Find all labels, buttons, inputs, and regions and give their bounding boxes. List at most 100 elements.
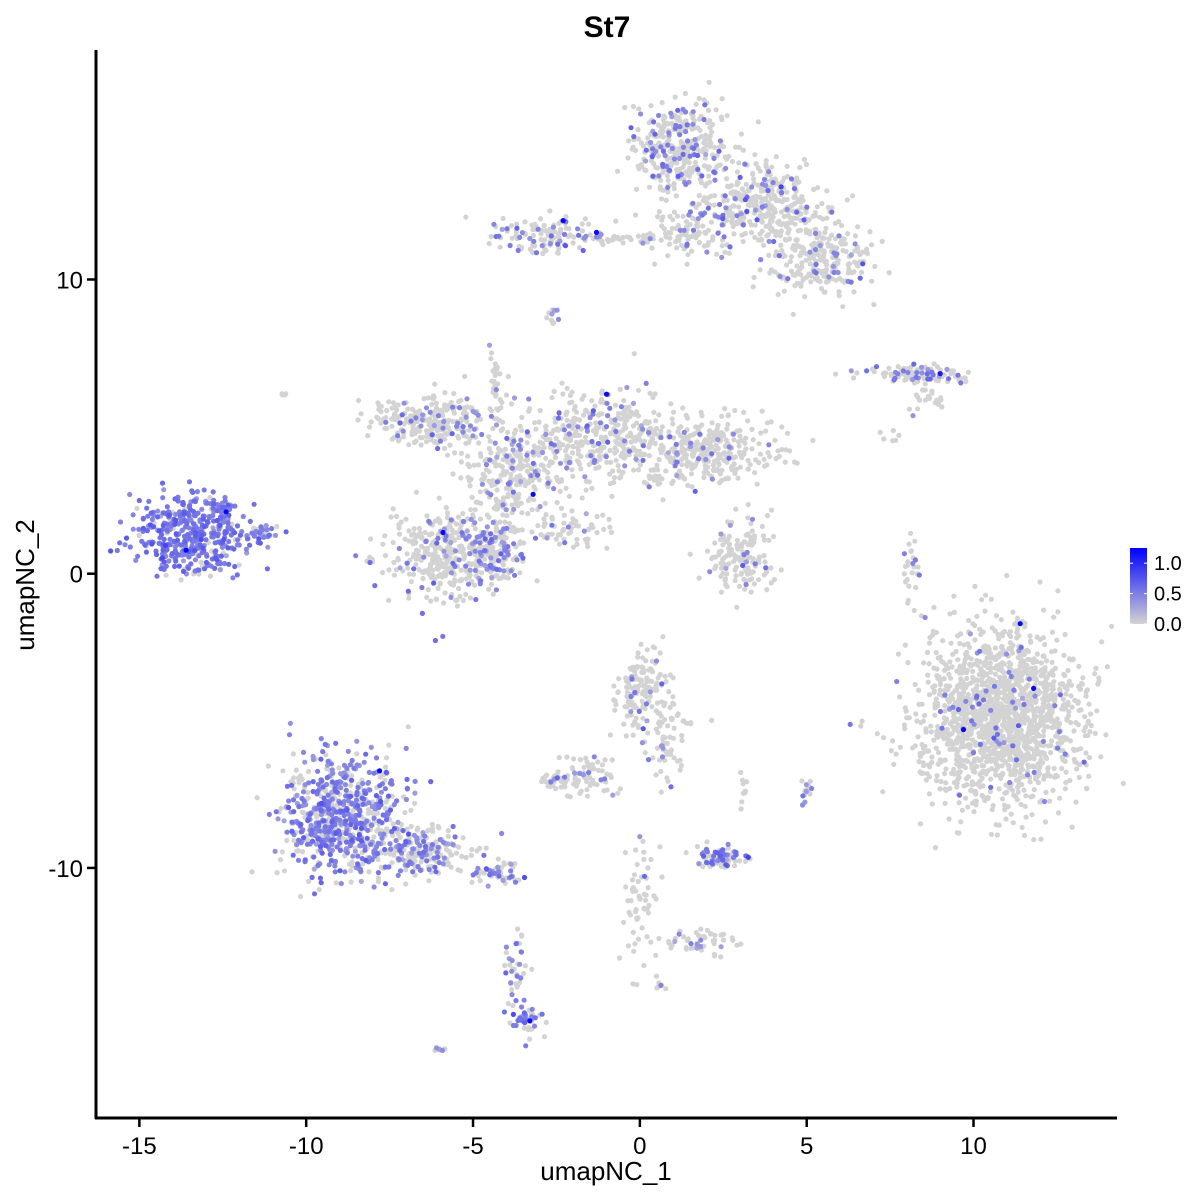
cell-point [569, 508, 575, 514]
cell-point [488, 350, 495, 356]
cell-point [474, 418, 480, 424]
cell-point [358, 411, 364, 417]
cell-point [566, 493, 573, 499]
cell-point [921, 660, 927, 666]
cell-point [406, 571, 412, 577]
cell-point [631, 351, 637, 357]
cell-point [622, 404, 629, 411]
cell-point [1068, 719, 1074, 726]
cell-point [490, 548, 496, 554]
cell-point [1042, 723, 1048, 729]
cell-point [611, 479, 617, 486]
cell-point [279, 849, 285, 855]
cell-point [505, 491, 511, 497]
cell-point [736, 449, 743, 455]
cell-point [573, 523, 579, 529]
cell-point [686, 160, 692, 166]
cell-point [1015, 789, 1021, 795]
cell-point [665, 253, 671, 259]
cell-point [1076, 707, 1082, 714]
cell-point [722, 406, 728, 412]
cell-point [937, 786, 943, 792]
cell-point [444, 515, 450, 521]
cell-point [659, 99, 665, 106]
cell-point [454, 597, 460, 603]
cell-point [525, 510, 531, 517]
cell-point [678, 138, 684, 145]
cell-point [1006, 631, 1012, 637]
cell-point [463, 440, 469, 446]
cell-point [971, 661, 977, 667]
cell-point [710, 467, 717, 473]
cell-point [702, 137, 708, 143]
cell-point [946, 699, 952, 705]
cell-point [1027, 657, 1033, 663]
cell-point [724, 113, 730, 119]
cell-point [578, 466, 584, 472]
cell-point [971, 809, 977, 815]
cell-point [685, 436, 691, 442]
cell-point [984, 728, 990, 734]
cell-point [452, 537, 458, 543]
cell-point [505, 575, 511, 581]
cell-point [368, 536, 374, 542]
cell-point [809, 242, 815, 248]
cell-point [1049, 659, 1055, 665]
cell-point [444, 452, 451, 458]
cell-point [729, 158, 736, 165]
cell-point [498, 533, 504, 539]
cell-point [490, 425, 496, 432]
cell-point [299, 776, 305, 782]
cell-point [988, 697, 994, 703]
cell-point [371, 834, 377, 840]
cell-point [630, 445, 637, 451]
cell-point [570, 544, 577, 550]
cell-point [462, 373, 468, 379]
cell-point [933, 650, 939, 656]
cell-point [1020, 658, 1026, 665]
cell-point [574, 536, 580, 542]
cell-point [665, 189, 671, 195]
cell-point [685, 252, 691, 258]
cell-point [703, 148, 709, 154]
cell-point [416, 525, 423, 532]
cell-point [810, 437, 816, 443]
cell-point [731, 552, 737, 558]
cell-point [1065, 682, 1071, 689]
cell-point [910, 745, 916, 751]
cell-point [488, 356, 494, 362]
cell-point [579, 396, 585, 402]
cell-point [1006, 678, 1012, 685]
cell-point [674, 160, 680, 166]
cell-point [690, 453, 696, 459]
cell-point [522, 219, 528, 225]
cell-point [749, 426, 755, 432]
cell-point [1079, 681, 1085, 687]
cell-point [642, 420, 648, 426]
cell-point [1037, 799, 1043, 805]
cell-point [666, 429, 672, 435]
cell-point [1032, 670, 1039, 676]
cell-point [507, 962, 513, 968]
cell-point [957, 664, 963, 671]
cell-point [489, 482, 495, 489]
cell-point [650, 428, 657, 434]
cell-point [458, 567, 464, 573]
cell-point [888, 748, 895, 754]
cell-point [513, 482, 520, 488]
cell-point [745, 466, 751, 472]
cell-point [913, 711, 919, 717]
cell-point [635, 413, 642, 419]
cell-point [1040, 653, 1047, 659]
cell-point [543, 248, 549, 254]
cell-point [296, 780, 302, 786]
cell-point [727, 451, 734, 457]
cell-point [764, 420, 771, 426]
cell-point [354, 751, 360, 757]
cell-point [1000, 796, 1006, 802]
cell-point [970, 768, 976, 774]
cell-point [274, 523, 280, 530]
cell-point [736, 204, 742, 210]
cell-point [487, 438, 493, 444]
cell-point [897, 694, 903, 700]
